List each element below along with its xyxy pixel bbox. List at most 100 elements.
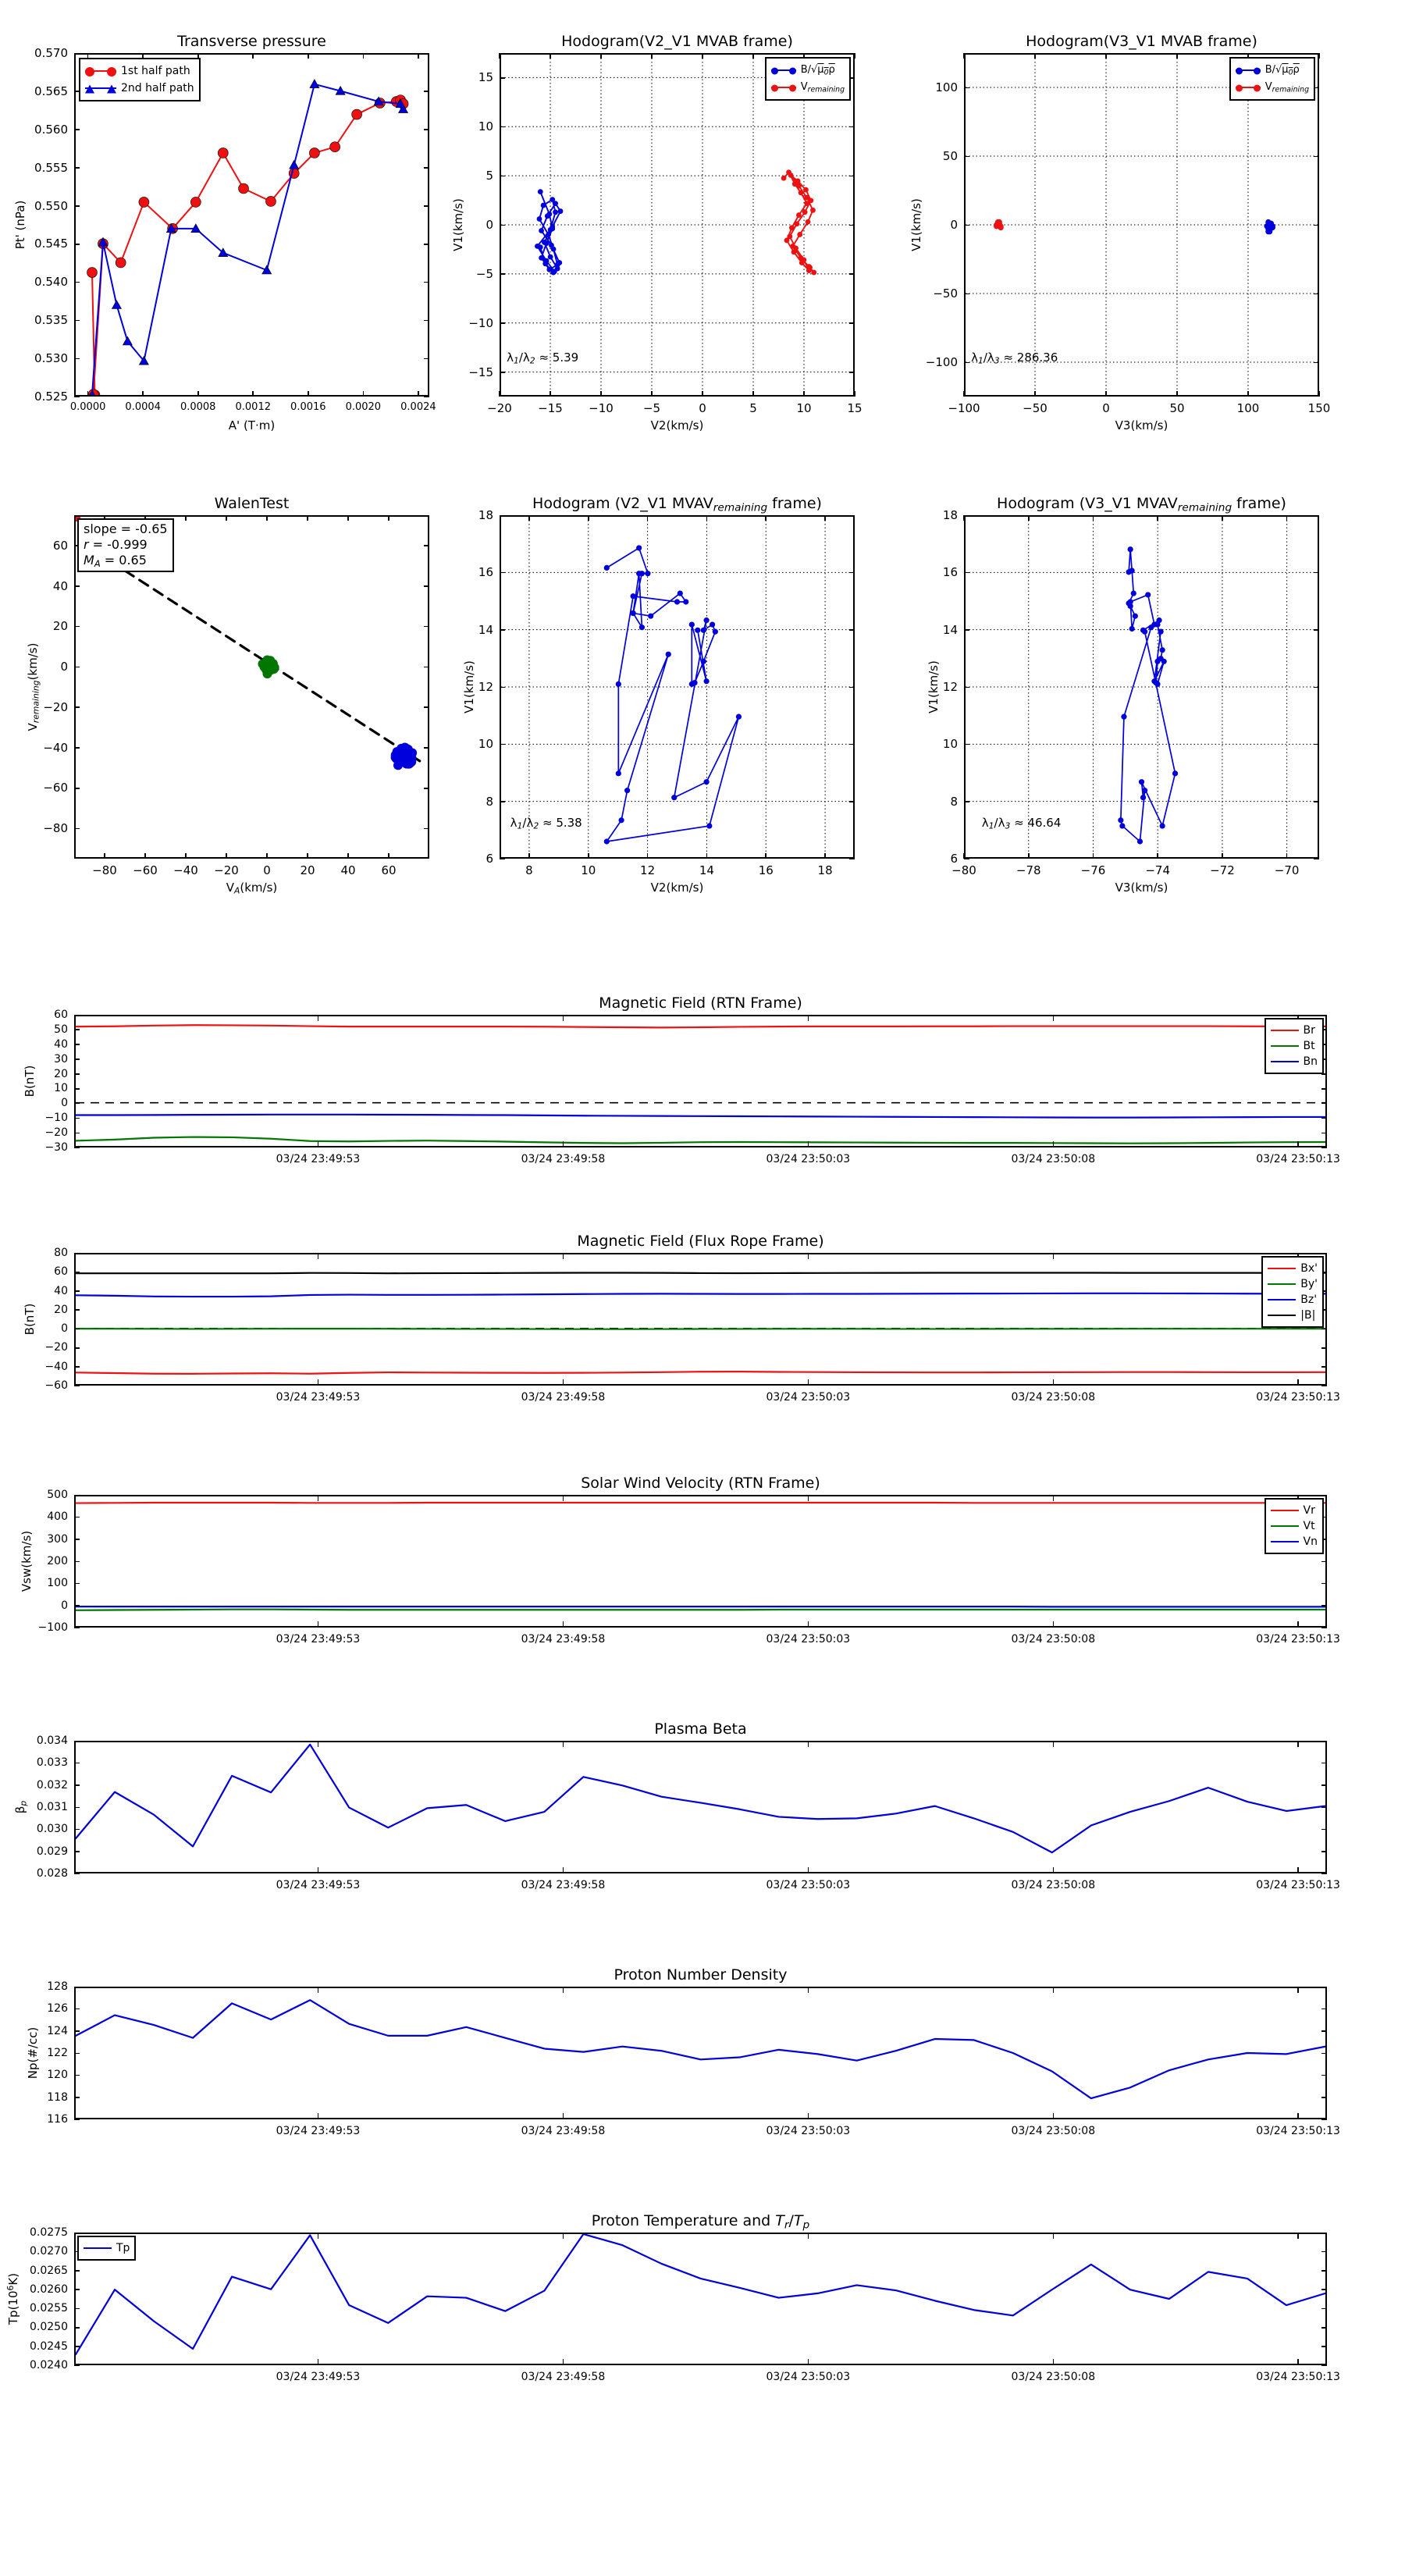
x-tick bbox=[702, 391, 703, 397]
y-tick bbox=[74, 1271, 80, 1273]
legend-item[interactable]: |B| bbox=[1268, 1308, 1318, 1323]
y-tick bbox=[1314, 87, 1319, 89]
legend-item[interactable]: Vremaining bbox=[770, 79, 845, 96]
y-tick-label: 116 bbox=[47, 2113, 68, 2126]
y-tick bbox=[1314, 629, 1319, 631]
x-tick-label: 18 bbox=[817, 863, 833, 877]
data-point bbox=[557, 208, 564, 214]
y-tick bbox=[500, 273, 505, 275]
x-tick bbox=[765, 853, 767, 859]
y-axis-label: B(nT) bbox=[23, 1303, 37, 1336]
proton-temperature-title: Proton Temperature and Tr/Tp bbox=[591, 2212, 810, 2232]
y-tick bbox=[964, 629, 969, 631]
transverse-pressure-legend[interactable]: 1st half path 2nd half path bbox=[79, 58, 201, 101]
x-tick bbox=[1297, 1379, 1299, 1386]
solar-wind-velocity-legend[interactable]: Vr Vt Vn bbox=[1264, 1498, 1324, 1554]
x-tick bbox=[362, 53, 365, 59]
legend-item[interactable]: B/√μ0ρ bbox=[1235, 62, 1309, 79]
y-tick bbox=[74, 1828, 80, 1831]
legend-circle-marker bbox=[107, 67, 116, 76]
legend-item[interactable]: Bn bbox=[1270, 1054, 1318, 1069]
magnetic-field-rtn-legend[interactable]: Br Bt Bn bbox=[1264, 1018, 1324, 1074]
data-point bbox=[1142, 788, 1148, 794]
hodogram-v3v1-mvab-title: Hodogram(V3_V1 MVAB frame) bbox=[1026, 33, 1257, 50]
x-tick bbox=[807, 1741, 809, 1747]
y-tick bbox=[1314, 514, 1319, 517]
legend-item[interactable]: Vr bbox=[1270, 1503, 1318, 1518]
x-tick-label: −78 bbox=[1016, 863, 1041, 877]
x-tick-label: 15 bbox=[847, 401, 863, 415]
x-tick bbox=[226, 515, 227, 521]
y-tick-label: 5 bbox=[486, 169, 493, 183]
data-point bbox=[547, 254, 553, 260]
legend-item[interactable]: Vt bbox=[1270, 1518, 1318, 1534]
legend-item[interactable]: 1st half path bbox=[85, 62, 194, 80]
legend-circle-marker bbox=[1235, 67, 1243, 75]
data-point bbox=[238, 183, 249, 194]
y-tick bbox=[74, 167, 80, 169]
x-tick bbox=[266, 853, 268, 859]
Bx'-line bbox=[76, 1371, 1325, 1375]
y-tick bbox=[500, 858, 505, 860]
data-point bbox=[395, 98, 406, 109]
legend-item[interactable]: Br bbox=[1270, 1023, 1318, 1038]
y-tick bbox=[1321, 1986, 1327, 1988]
hodogram-mvab-legend[interactable]: B/√μ0ρ Vremaining bbox=[764, 57, 851, 101]
x-tick-label: 0 bbox=[263, 863, 271, 877]
legend-item[interactable]: Vremaining bbox=[1235, 79, 1309, 96]
data-point bbox=[804, 201, 810, 206]
legend-item[interactable]: Bt bbox=[1270, 1038, 1318, 1054]
proton-number-density-title: Proton Number Density bbox=[614, 1966, 788, 1984]
data-point bbox=[122, 336, 133, 346]
x-tick bbox=[1318, 53, 1320, 59]
x-tick bbox=[252, 53, 254, 59]
x-tick bbox=[226, 853, 227, 859]
legend-item[interactable]: Bx' bbox=[1268, 1261, 1318, 1276]
legend-item[interactable]: By' bbox=[1268, 1276, 1318, 1292]
y-tick bbox=[1321, 1117, 1327, 1119]
y-tick bbox=[964, 155, 969, 158]
y-tick-label: 0.555 bbox=[34, 160, 68, 175]
x-tick bbox=[499, 391, 500, 397]
legend-item[interactable]: Tp bbox=[84, 2240, 130, 2256]
y-tick bbox=[74, 52, 80, 55]
data-point bbox=[802, 209, 808, 215]
x-tick bbox=[1092, 515, 1094, 521]
legend-item[interactable]: Vn bbox=[1270, 1534, 1318, 1550]
y-tick bbox=[424, 787, 429, 789]
y-tick bbox=[74, 2097, 80, 2098]
x-tick-label: −10 bbox=[589, 401, 614, 415]
y-tick bbox=[74, 1252, 80, 1254]
legend-item[interactable]: Bz' bbox=[1268, 1292, 1318, 1308]
y-tick bbox=[1321, 1059, 1327, 1060]
x-tick bbox=[963, 515, 965, 521]
x-tick bbox=[499, 53, 500, 59]
x-tick bbox=[185, 853, 187, 859]
data-point bbox=[115, 257, 126, 269]
data-point bbox=[703, 617, 710, 624]
y-tick bbox=[1321, 1762, 1327, 1764]
y-tick bbox=[74, 1087, 80, 1090]
data-point bbox=[811, 269, 817, 276]
data-point bbox=[550, 269, 557, 276]
y-tick-label: −60 bbox=[44, 1379, 68, 1392]
data-point bbox=[1130, 590, 1136, 596]
y-tick-label: 0.028 bbox=[36, 1867, 68, 1880]
legend-line-swatch bbox=[1270, 1061, 1299, 1062]
magnetic-field-flux-rope-legend[interactable]: Bx' By' Bz' |B| bbox=[1261, 1256, 1324, 1328]
y-tick-label: 14 bbox=[478, 622, 493, 637]
y-tick bbox=[74, 1806, 80, 1809]
x-tick-label: −20 bbox=[214, 863, 239, 877]
y-tick bbox=[74, 205, 80, 207]
data-point bbox=[735, 713, 742, 720]
lambda-ratio-annotation: λ1/λ2 ≈ 5.38 bbox=[510, 816, 582, 831]
legend-item[interactable]: 2nd half path bbox=[85, 80, 194, 97]
legend-item[interactable]: B/√μ0ρ bbox=[770, 62, 845, 79]
y-tick bbox=[849, 686, 855, 688]
y-tick-label: 0.565 bbox=[34, 84, 68, 98]
solar-wind-velocity-plot-area bbox=[74, 1495, 1327, 1628]
proton-temperature-legend[interactable]: Tp bbox=[77, 2236, 137, 2261]
y-tick-label: 16 bbox=[478, 565, 493, 580]
hodogram-mvab-legend[interactable]: B/√μ0ρ Vremaining bbox=[1229, 57, 1315, 101]
data-point bbox=[636, 545, 642, 551]
